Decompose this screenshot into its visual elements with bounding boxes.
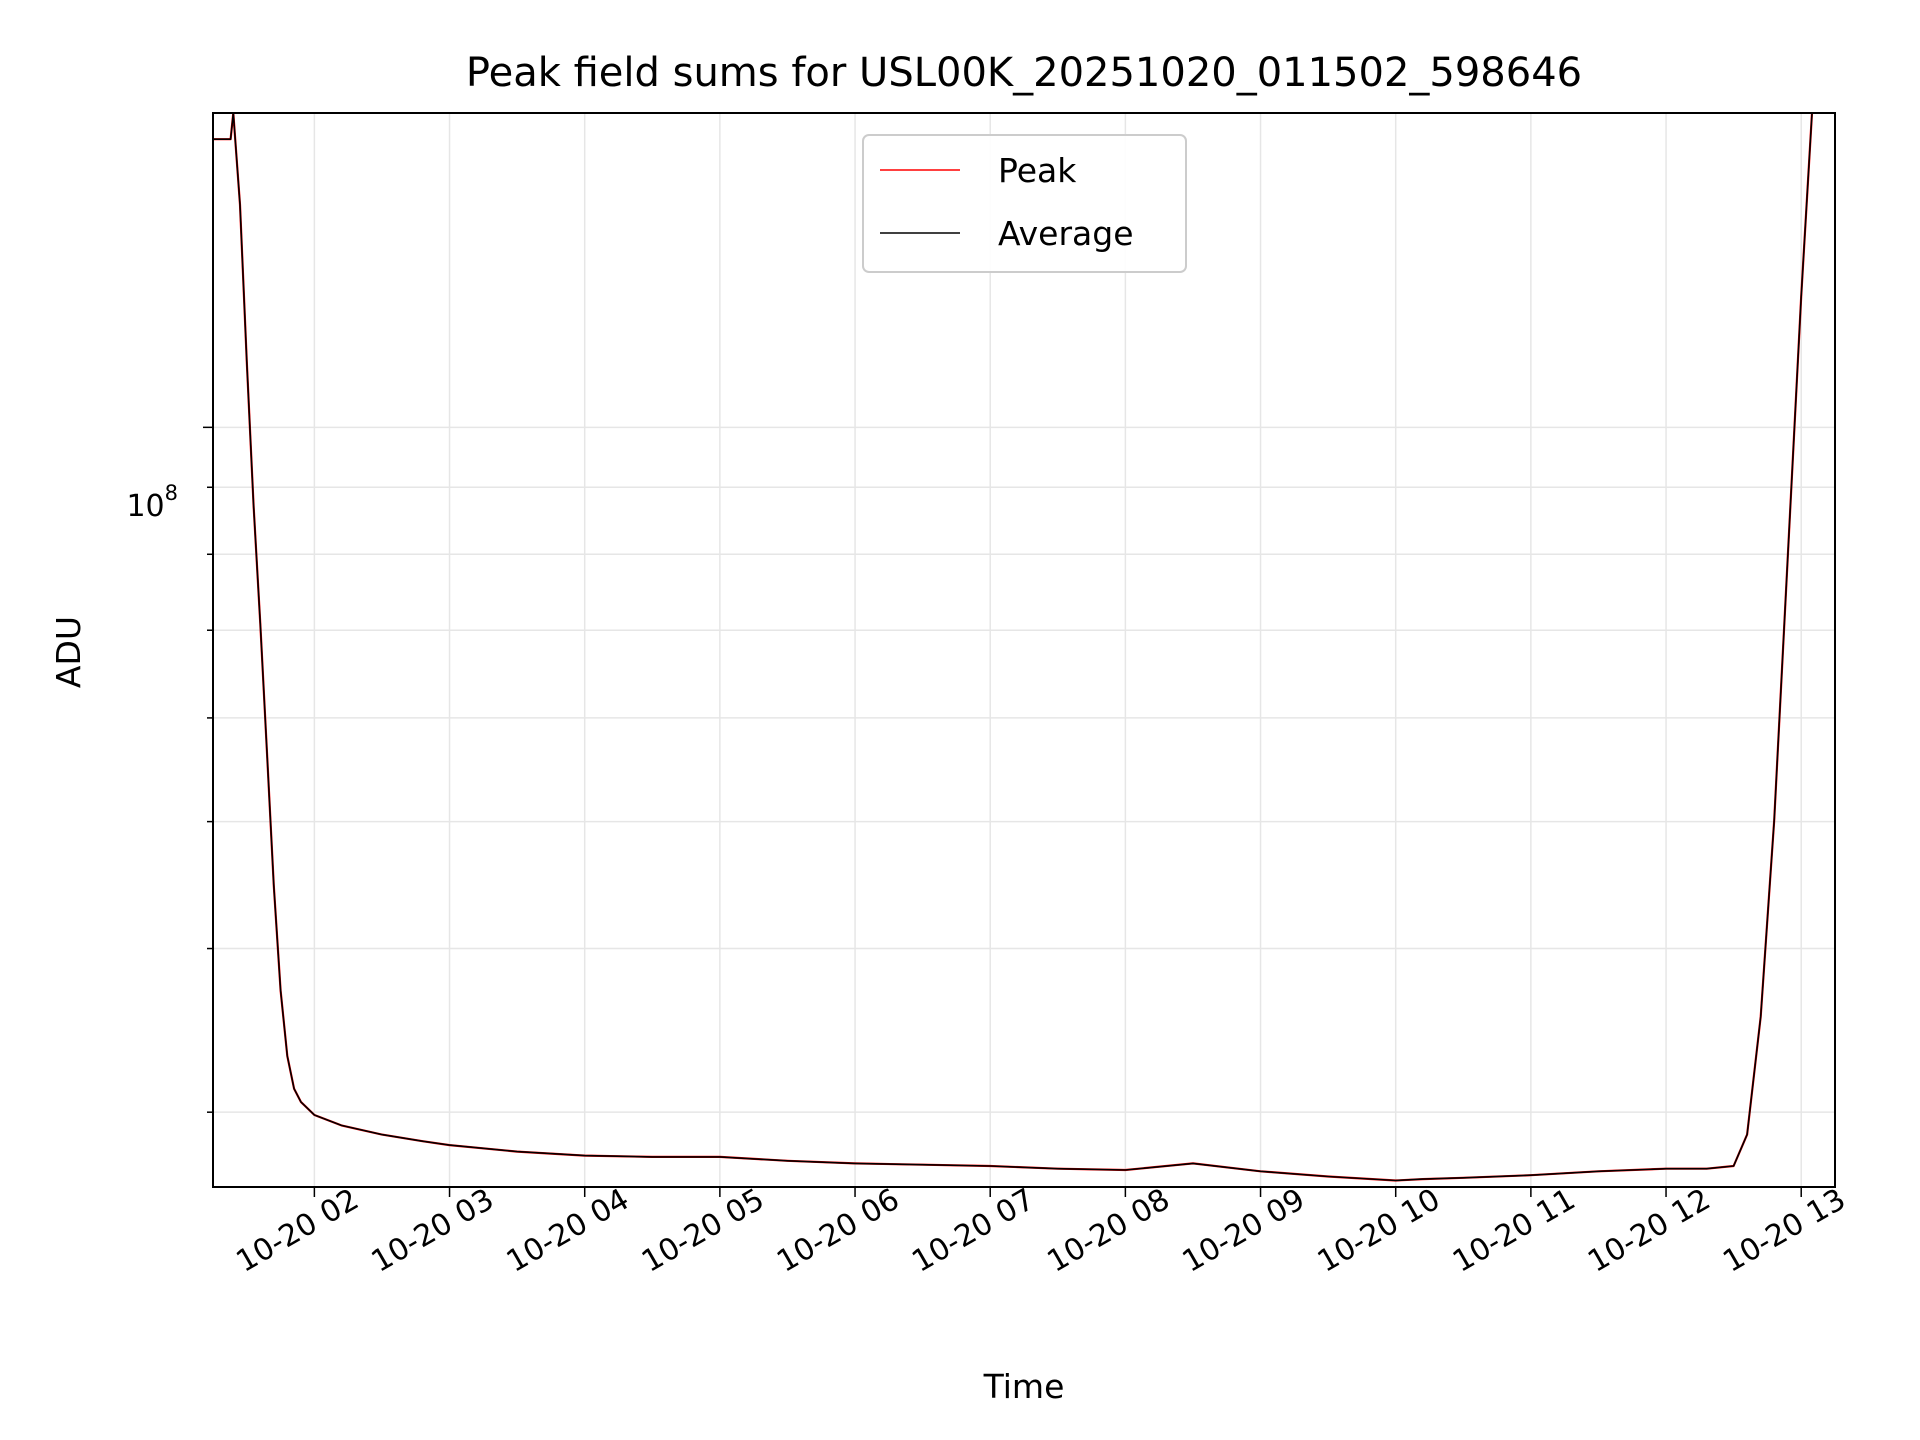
x-axis-title: Time [983,1367,1065,1406]
legend-label-average: Average [998,214,1134,253]
series-layer [213,113,1814,1182]
plot-frame [212,112,1836,1188]
y-major-tick-label: 108 [126,481,178,524]
legend: Peak Average [862,134,1187,273]
y-tick-base: 10 [126,489,164,524]
legend-label-peak: Peak [998,151,1077,190]
y-axis-title: ADU [49,616,88,688]
chart-title: Peak field sums for USL00K_20251020_0115… [466,50,1582,96]
grid [213,113,1835,1187]
svg-text:108: 108 [126,481,178,524]
average-series-line [213,113,1813,1182]
y-tick-exponent: 8 [165,481,178,505]
